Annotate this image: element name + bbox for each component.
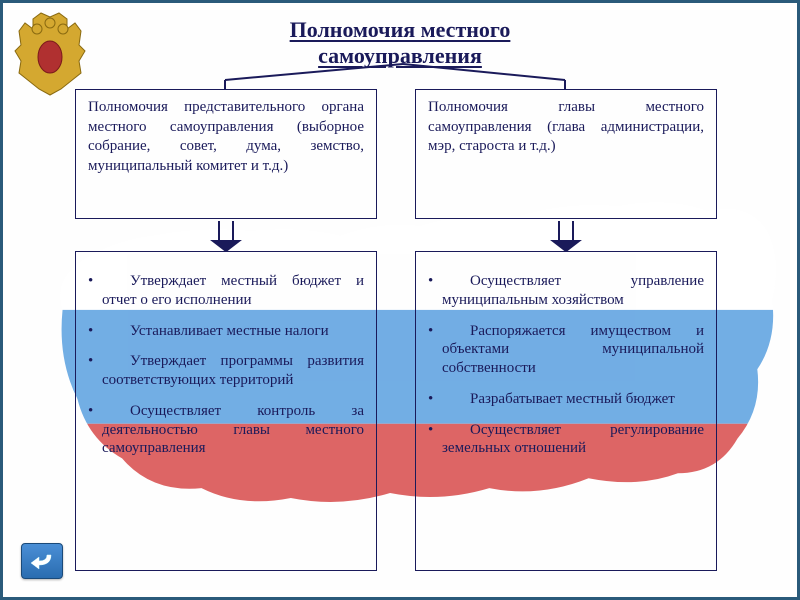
title-line-1: Полномочия местного	[290, 17, 511, 42]
list-item: Устанавливает местные налоги	[88, 322, 364, 341]
powers-list-left: Утверждает местный бюджет и отчет о его …	[88, 272, 364, 458]
list-item: Утверждает местный бюджет и отчет о его …	[88, 272, 364, 310]
box-head-text: Полномочия главы местного самоуправления…	[428, 99, 704, 154]
list-item: Разрабатывает местный бюджет	[428, 390, 704, 409]
state-emblem-icon	[11, 11, 89, 97]
box-representative-body-text: Полномочия представительного органа мест…	[88, 99, 364, 174]
box-head-powers: Осуществляет управление муниципальным хо…	[415, 251, 717, 571]
nav-return-button[interactable]	[21, 543, 63, 579]
list-item: Распоряжается имуществом и объектами мун…	[428, 322, 704, 378]
list-item: Осуществляет контроль за деятельностью г…	[88, 402, 364, 458]
list-item: Утверждает программы развития соответств…	[88, 352, 364, 390]
return-arrow-icon	[29, 551, 55, 571]
box-head-of-self-government: Полномочия главы местного самоуправления…	[415, 89, 717, 219]
diagram-title: Полномочия местного самоуправления	[290, 17, 511, 70]
powers-list-right: Осуществляет управление муниципальным хо…	[428, 272, 704, 458]
list-item: Осуществляет регулирование земельных отн…	[428, 421, 704, 459]
box-representative-powers: Утверждает местный бюджет и отчет о его …	[75, 251, 377, 571]
arrow-left	[209, 219, 243, 251]
list-item: Осуществляет управление муниципальным хо…	[428, 272, 704, 310]
arrow-right	[549, 219, 583, 251]
box-representative-body: Полномочия представительного органа мест…	[75, 89, 377, 219]
title-line-2: самоуправления	[318, 43, 482, 68]
